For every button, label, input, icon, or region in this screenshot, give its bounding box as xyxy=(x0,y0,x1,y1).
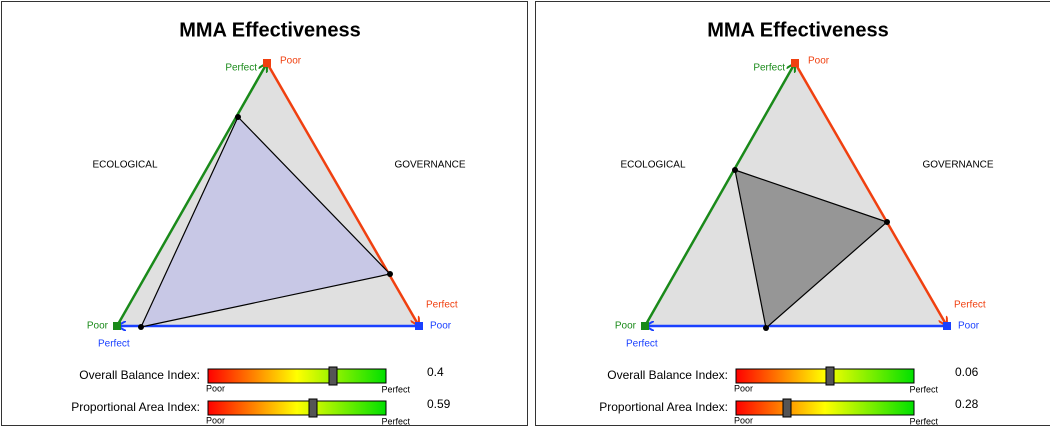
panel: MMA Effectiveness Perfect Poor ECOLOGICAL GO… xyxy=(71,19,466,426)
index-knob xyxy=(308,398,318,418)
corner-right xyxy=(943,322,951,330)
index-label: Overall Balance Index: xyxy=(607,368,728,382)
panel-title: MMA Effectiveness xyxy=(707,19,889,41)
index-bar xyxy=(735,400,915,416)
axis-label: Poor xyxy=(958,321,980,332)
axis-label: Poor xyxy=(430,321,452,332)
corner-top xyxy=(791,59,799,67)
axis-label: ECOLOGICAL xyxy=(92,160,157,171)
index-low: Poor xyxy=(206,383,225,393)
index-label: Overall Balance Index: xyxy=(79,368,200,382)
index-knob xyxy=(328,366,338,386)
panel: MMA Effectiveness Perfect Poor ECOLOGICAL GO… xyxy=(599,19,994,426)
corner-top xyxy=(263,59,271,67)
score-point xyxy=(763,325,769,331)
index-value: 0.4 xyxy=(427,365,444,379)
index-knob xyxy=(782,398,792,418)
panel-title: MMA Effectiveness xyxy=(179,19,361,41)
score-point xyxy=(138,324,144,330)
index-value: 0.28 xyxy=(955,397,979,411)
axis-label: Perfect xyxy=(753,63,785,74)
axis-label: Poor xyxy=(87,321,109,332)
index-value: 0.06 xyxy=(955,365,979,379)
corner-right xyxy=(415,322,423,330)
index-bar xyxy=(207,368,387,384)
axis-governance xyxy=(793,62,949,326)
index-label: Proportional Area Index: xyxy=(71,400,200,414)
axis-ecological xyxy=(643,63,797,327)
index-high: Perfect xyxy=(381,416,410,426)
index-bar xyxy=(735,368,915,384)
score-polygon xyxy=(734,169,889,330)
index-knob xyxy=(825,366,835,386)
axis-label: GOVERNANCE xyxy=(922,160,993,171)
corner-left xyxy=(113,322,121,330)
axis-governance xyxy=(265,62,421,326)
axis-label: Perfect xyxy=(626,339,658,350)
axis-label: Poor xyxy=(808,56,830,67)
axis-label: Perfect xyxy=(98,339,130,350)
index-high: Perfect xyxy=(381,384,410,394)
axis-label: Perfect xyxy=(426,300,458,311)
axis-label: Poor xyxy=(615,321,637,332)
index-bar xyxy=(207,400,387,416)
score-point xyxy=(884,219,890,225)
index-label: Proportional Area Index: xyxy=(599,400,728,414)
axis-label: GOVERNANCE xyxy=(394,160,465,171)
score-point xyxy=(732,167,738,173)
score-point xyxy=(387,271,393,277)
score-polygon xyxy=(139,115,392,328)
axis-ecological xyxy=(115,63,269,327)
axis-label: ECOLOGICAL xyxy=(620,160,685,171)
index-low: Poor xyxy=(734,383,753,393)
index-high: Perfect xyxy=(909,416,938,426)
corner-left xyxy=(641,322,649,330)
score-point xyxy=(235,114,241,120)
axis-label: Perfect xyxy=(954,300,986,311)
axis-label: Poor xyxy=(280,56,302,67)
index-low: Poor xyxy=(734,415,753,425)
index-low: Poor xyxy=(206,415,225,425)
index-value: 0.59 xyxy=(427,397,451,411)
axis-label: Perfect xyxy=(225,63,257,74)
index-high: Perfect xyxy=(909,384,938,394)
